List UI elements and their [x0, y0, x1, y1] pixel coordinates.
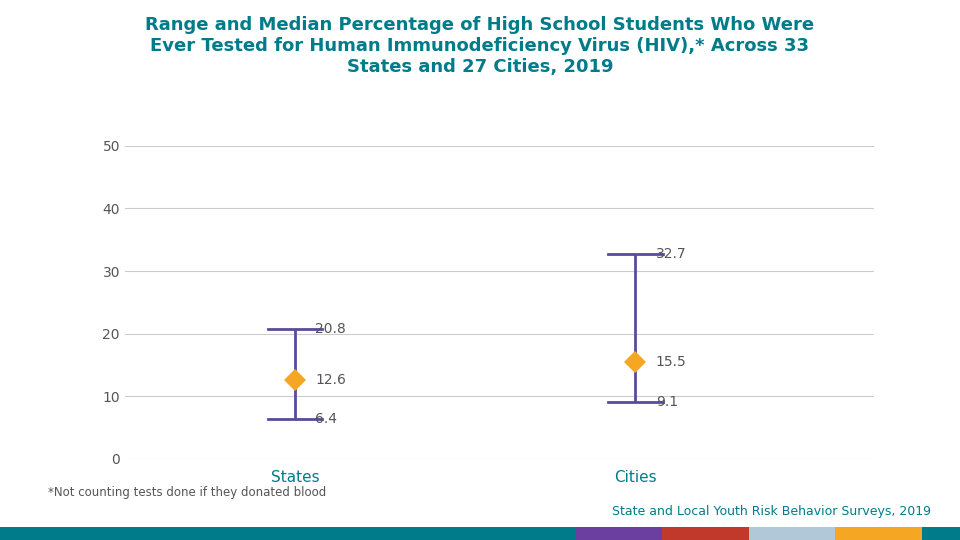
Text: 20.8: 20.8 — [316, 322, 347, 336]
Text: *Not counting tests done if they donated blood: *Not counting tests done if they donated… — [48, 486, 326, 499]
Text: 9.1: 9.1 — [656, 395, 678, 409]
Text: 32.7: 32.7 — [656, 247, 686, 261]
Text: Range and Median Percentage of High School Students Who Were
Ever Tested for Hum: Range and Median Percentage of High Scho… — [145, 16, 815, 76]
Text: 12.6: 12.6 — [316, 373, 347, 387]
Text: State and Local Youth Risk Behavior Surveys, 2019: State and Local Youth Risk Behavior Surv… — [612, 505, 931, 518]
Text: 15.5: 15.5 — [656, 355, 686, 369]
Text: 6.4: 6.4 — [316, 412, 337, 426]
